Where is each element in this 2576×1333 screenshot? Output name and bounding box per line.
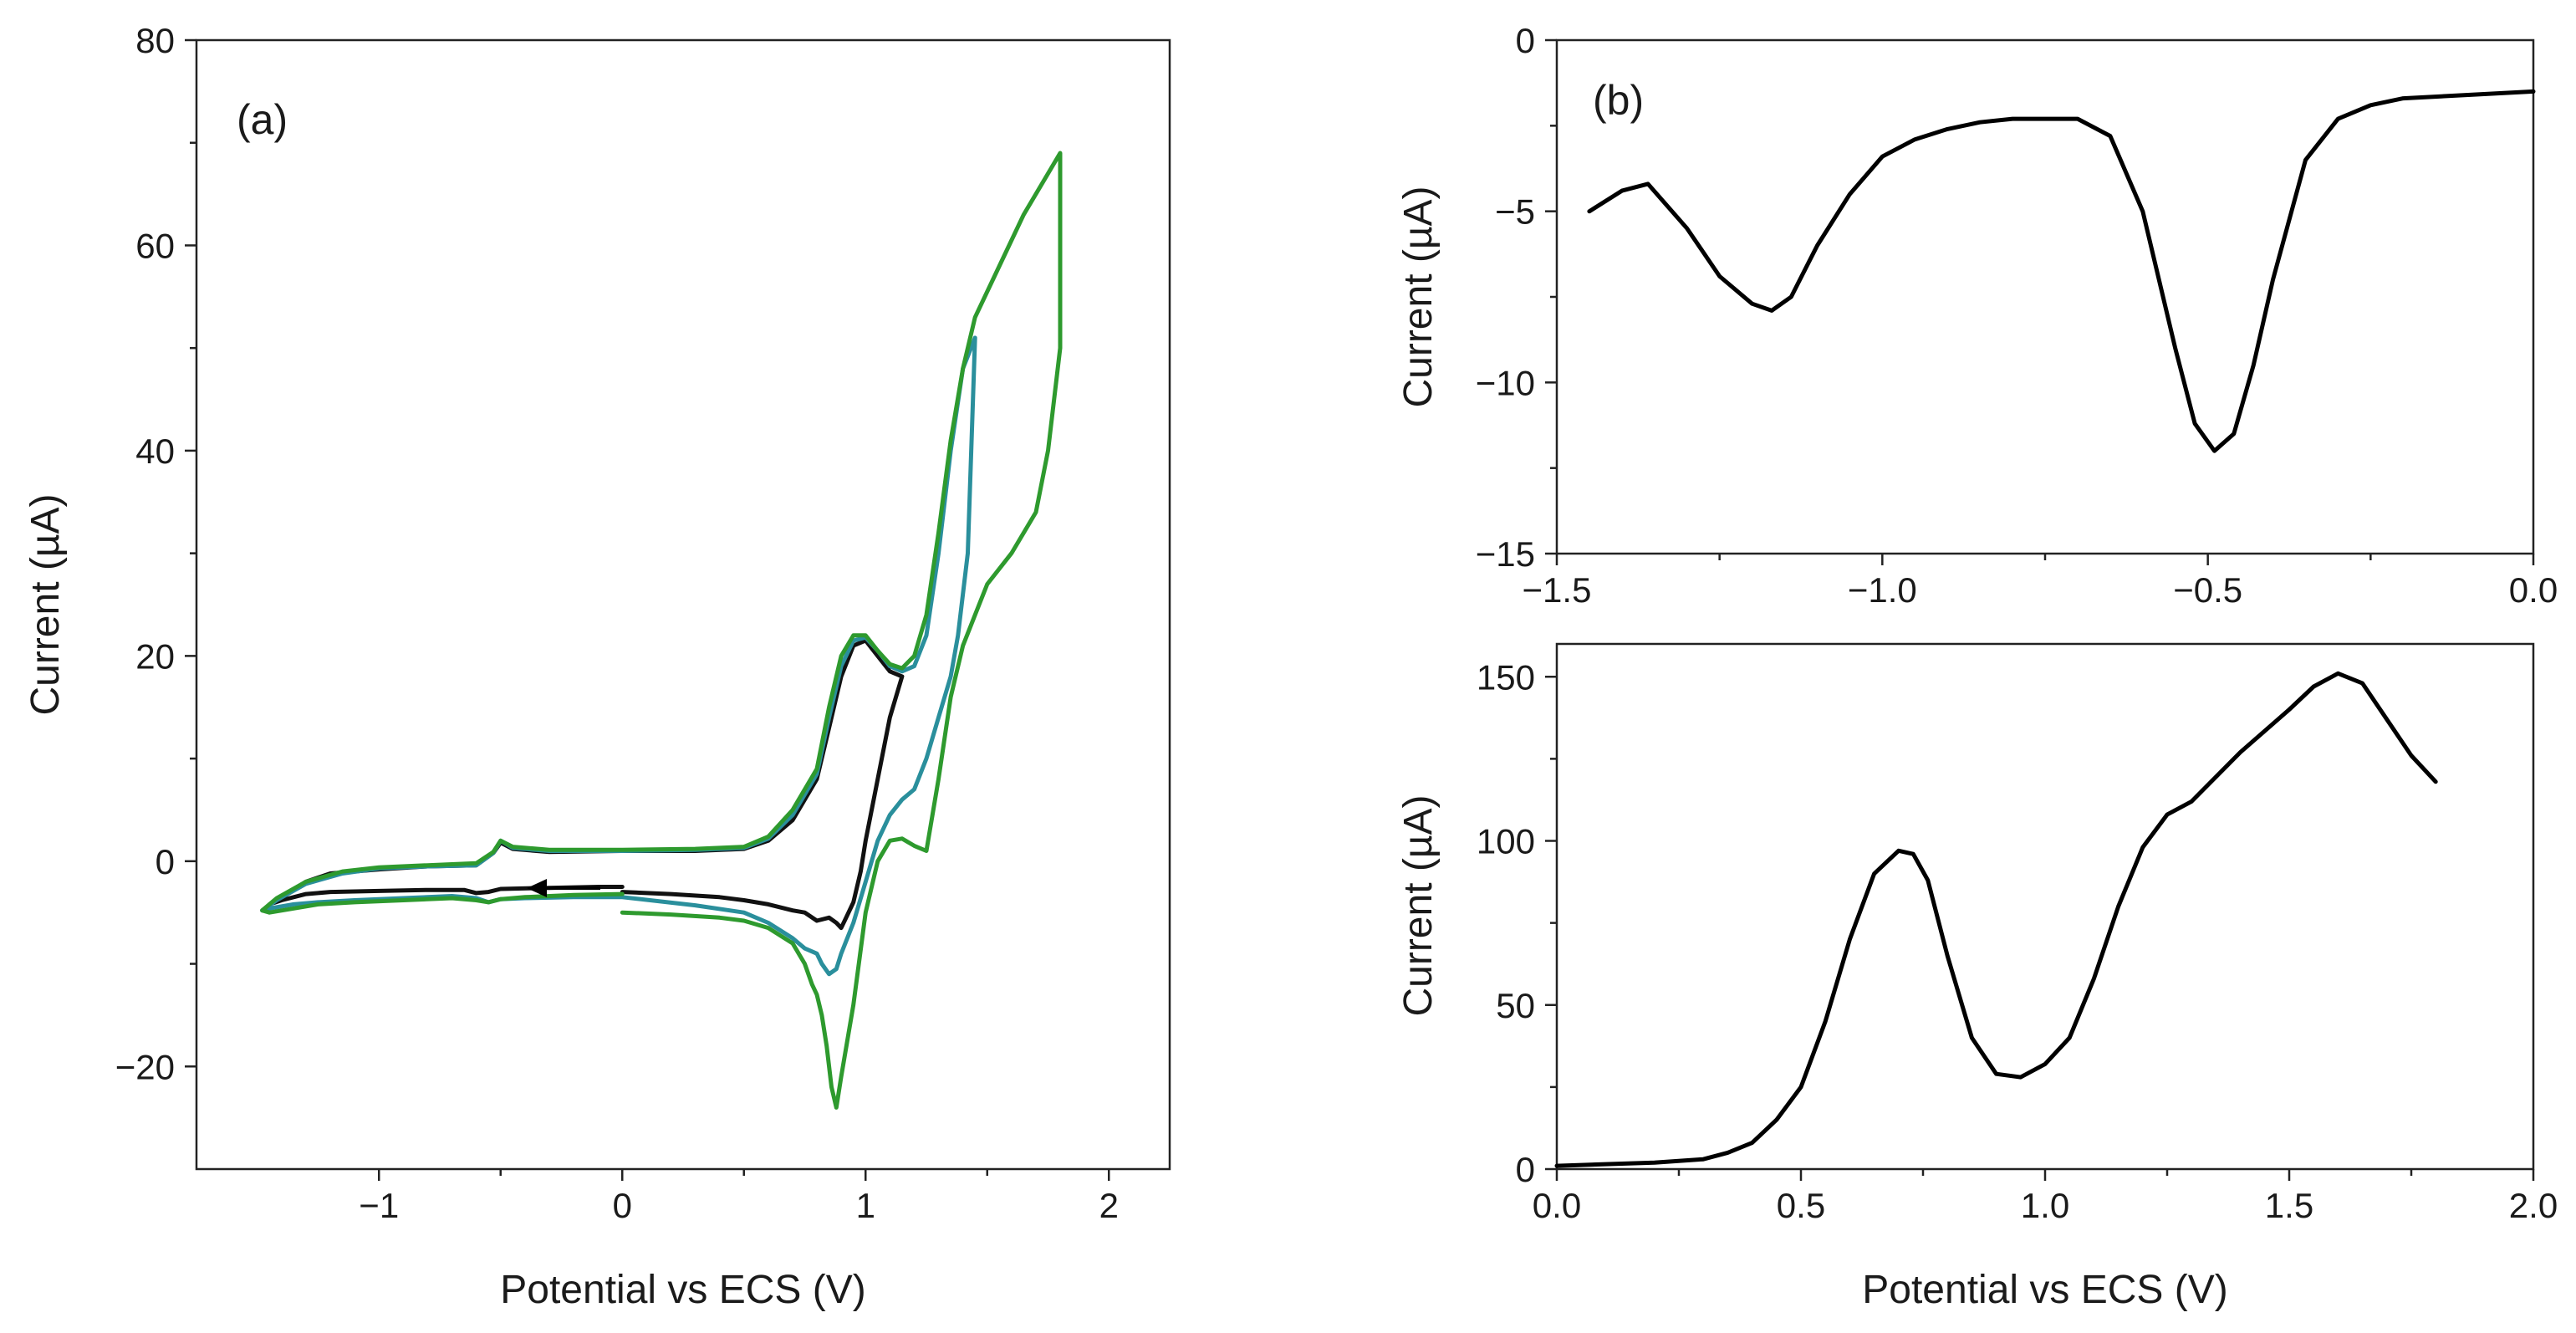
panel-a: −1 0 1 2 −20 0 20 40 60 80 (a) Current (µA) Poten… bbox=[23, 21, 1171, 1312]
panel-b-bottom-x-tick-label: 0.0 bbox=[1533, 1186, 1581, 1225]
panel-b-bottom-series-1-line bbox=[1554, 671, 2438, 1168]
panel-b-bottom-axes: 0.0 0.5 1.0 1.5 2.0 0 50 100 150 bbox=[1477, 657, 2558, 1225]
panel-b-label: (b) bbox=[1593, 77, 1644, 124]
panel-a-x-axis-label: Potential vs ECS (V) bbox=[500, 1268, 865, 1312]
panel-a-y-tick-label: 80 bbox=[135, 21, 175, 60]
panel-b-bottom: 0.0 0.5 1.0 1.5 2.0 0 50 100 150 Current (µA) Po… bbox=[1396, 642, 2558, 1312]
panel-b-top-y-tick-label: 0 bbox=[1516, 21, 1535, 60]
panel-b-top-series bbox=[1587, 89, 2536, 453]
panel-a-x-tick-label: 0 bbox=[613, 1186, 632, 1225]
panel-b-top: −1.5 −1.0 −0.5 0.0 −15 −10 −5 0 (b) Current (µA… bbox=[1396, 21, 2558, 610]
panel-a-arrow-annotation bbox=[527, 879, 600, 897]
panel-a-y-tick-label: 60 bbox=[135, 226, 175, 265]
panel-b-top-x-tick-label: −1.5 bbox=[1523, 570, 1592, 610]
panel-b-bottom-x-axis-label: Potential vs ECS (V) bbox=[1862, 1268, 2227, 1312]
panel-b-bottom-y-tick-label: 100 bbox=[1477, 822, 1535, 861]
panel-a-y-tick-label: 20 bbox=[135, 636, 175, 676]
panel-b-bottom-series bbox=[1554, 671, 2438, 1168]
panel-b-bottom-x-tick-label: 1.0 bbox=[2021, 1186, 2069, 1225]
panel-b-top-y-tick-label: −15 bbox=[1476, 534, 1535, 574]
panel-b-bottom-y-tick-label: 0 bbox=[1516, 1150, 1535, 1189]
panel-b-top-series-1-line bbox=[1587, 89, 2536, 453]
panel-b-bottom-y-axis-label: Current (µA) bbox=[1396, 794, 1441, 1016]
panel-a-series bbox=[260, 151, 1063, 1110]
panel-b-bottom-x-tick-label: 0.5 bbox=[1777, 1186, 1825, 1225]
panel-b-top-axes: −1.5 −1.0 −0.5 0.0 −15 −10 −5 0 bbox=[1476, 21, 2558, 610]
panel-a-label: (a) bbox=[237, 96, 288, 143]
panel-a-series-2-line bbox=[260, 335, 977, 977]
panel-b-bottom-x-tick-label: 1.5 bbox=[2265, 1186, 2313, 1225]
panel-b-bottom-y-tick-label: 150 bbox=[1477, 657, 1535, 697]
panel-a-axes: −1 0 1 2 −20 0 20 40 60 80 bbox=[115, 21, 1119, 1225]
panel-b-top-x-tick-label: −0.5 bbox=[2173, 570, 2242, 610]
panel-b-top-x-tick-label: 0.0 bbox=[2509, 570, 2558, 610]
panel-a-x-tick-label: −1 bbox=[359, 1186, 399, 1225]
panel-a-y-axis-label: Current (µA) bbox=[23, 493, 68, 715]
panel-a-y-tick-label: −20 bbox=[115, 1047, 175, 1086]
panel-b-bottom-x-tick-label: 2.0 bbox=[2509, 1186, 2558, 1225]
panel-b-top-y-axis-label: Current (µA) bbox=[1396, 186, 1441, 407]
panel-a-arrow-head bbox=[527, 879, 547, 897]
panel-b-top-y-tick-label: −10 bbox=[1476, 363, 1535, 402]
panel-a-series-3-line bbox=[260, 151, 1063, 1110]
panel-b-bottom-y-tick-label: 50 bbox=[1496, 986, 1535, 1025]
panel-a-x-tick-label: 2 bbox=[1099, 1186, 1119, 1225]
panel-a-x-tick-label: 1 bbox=[856, 1186, 875, 1225]
panel-a-y-tick-label: 40 bbox=[135, 432, 175, 471]
panel-b-top-y-tick-label: −5 bbox=[1495, 192, 1535, 232]
panel-b-top-x-tick-label: −1.0 bbox=[1848, 570, 1917, 610]
panel-a-y-tick-label: 0 bbox=[156, 842, 175, 881]
panel-a-frame bbox=[195, 38, 1171, 1171]
